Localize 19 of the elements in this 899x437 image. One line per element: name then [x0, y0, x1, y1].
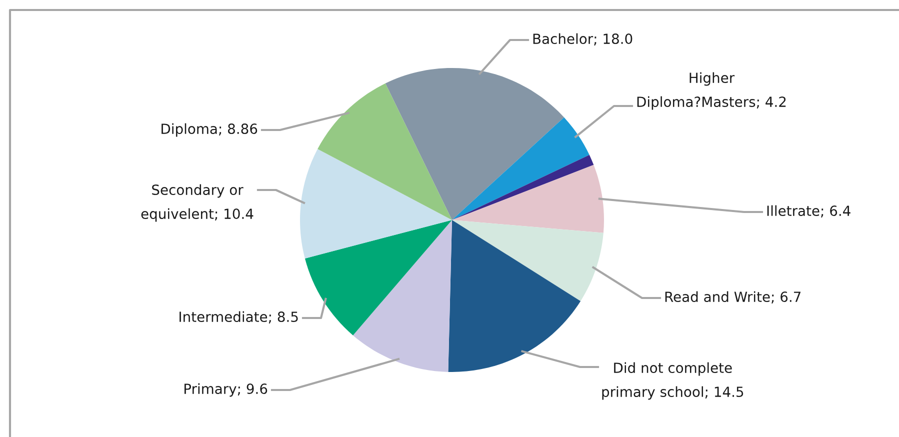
slice-label: Intermediate; 8.5: [180, 311, 298, 324]
pie-slice: [452, 220, 604, 302]
slice-label: Higher Diploma?Masters; 4.2: [637, 72, 786, 110]
pie-slice: [300, 149, 452, 258]
slice-label: Bachelor; 18.0: [533, 33, 632, 46]
slice-label: Primary; 9.6: [184, 383, 268, 397]
slice-label: Illetrate; 6.4: [767, 205, 850, 218]
pie-slice: [385, 68, 564, 220]
pie-slice: [352, 220, 452, 372]
pie-slice: [452, 154, 594, 220]
slice-label: Did not complete primary school; 14.5: [602, 362, 744, 400]
pie-slice: [452, 117, 590, 220]
slice-label: Read and Write; 6.7: [665, 291, 801, 304]
pie-slice: [304, 220, 452, 336]
pie-slice: [448, 220, 581, 372]
pie-slice: [452, 164, 604, 233]
pie-slice: [318, 83, 452, 220]
slice-label: Diploma; 8.86: [162, 123, 258, 137]
slice-label: Secondary or equivelent; 10.4: [141, 184, 254, 222]
